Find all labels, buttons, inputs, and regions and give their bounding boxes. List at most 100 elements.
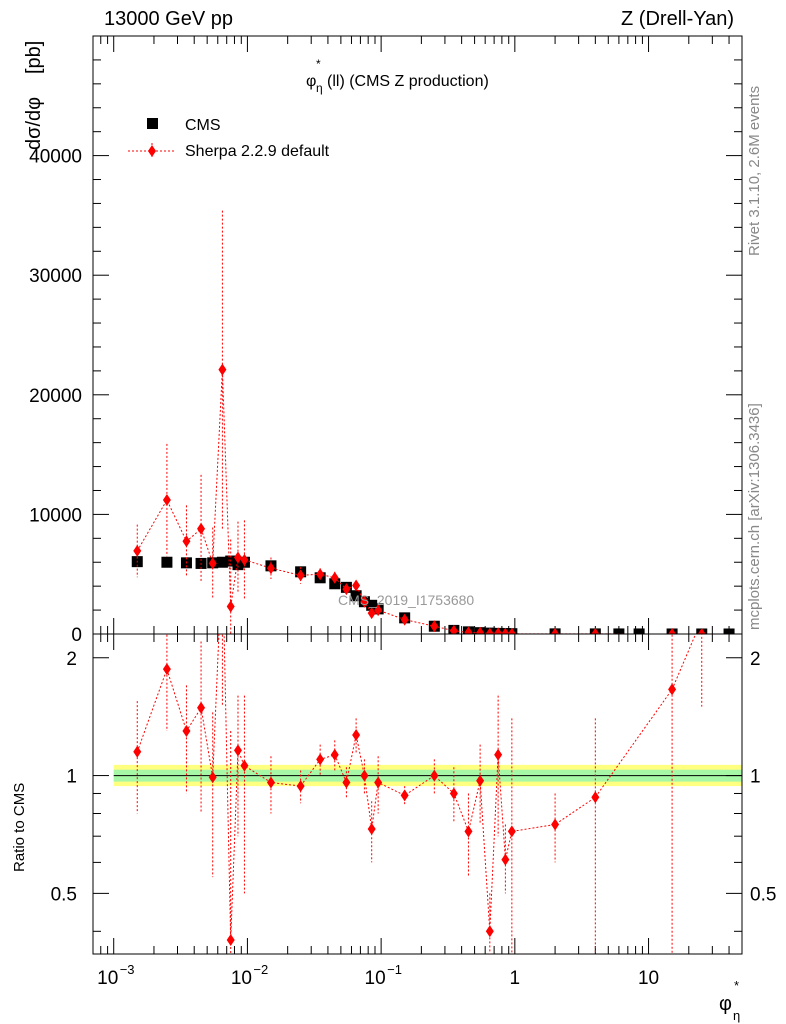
ratio-sherpa-point bbox=[133, 745, 142, 758]
sherpa-point bbox=[296, 569, 305, 582]
ratio-sherpa-point bbox=[494, 748, 503, 761]
sherpa-point bbox=[330, 571, 339, 584]
main-panel: 0 10000 20000 30000 40000 bbox=[29, 35, 743, 646]
sherpa-point bbox=[218, 363, 227, 376]
main-data bbox=[131, 210, 735, 634]
cms-point bbox=[350, 590, 362, 602]
ratio-sherpa-point bbox=[476, 774, 485, 787]
sherpa-point bbox=[367, 607, 376, 620]
legend-marker-sherpa bbox=[148, 145, 156, 157]
ratio-sherpa-point bbox=[591, 791, 600, 804]
ratio-sherpa-point bbox=[330, 748, 339, 761]
sherpa-point bbox=[182, 535, 191, 548]
title-symbol: φ bbox=[306, 73, 316, 90]
ratio-y-tick-label-right: 2 bbox=[750, 649, 761, 670]
ratio-sherpa-point bbox=[430, 769, 439, 782]
ratio-sherpa-point bbox=[197, 701, 206, 714]
sherpa-point bbox=[400, 613, 409, 626]
sherpa-point bbox=[360, 595, 369, 608]
x-tick-label: 10 bbox=[97, 968, 118, 989]
mcplots-label: mcplots.cern.ch [arXiv:1306.3436] bbox=[746, 403, 763, 630]
x-tick-label: 1 bbox=[510, 968, 521, 989]
ratio-sherpa-point bbox=[342, 776, 351, 789]
ratio-sherpa-point bbox=[316, 753, 325, 766]
legend: CMS Sherpa 2.2.9 default bbox=[128, 117, 330, 160]
ratio-y-tick-label-right: 0.5 bbox=[750, 884, 776, 905]
cms-point bbox=[216, 556, 228, 568]
header-left-label: 13000 GeV pp bbox=[104, 8, 233, 30]
cms-point bbox=[613, 628, 625, 634]
sherpa-point bbox=[352, 579, 361, 592]
ratio-sherpa-point bbox=[208, 771, 217, 784]
sherpa-point bbox=[240, 553, 249, 566]
main-title-text: (ll) (CMS Z production) bbox=[327, 73, 489, 90]
ratio-y-tick-label: 1 bbox=[66, 767, 77, 788]
legend-label-sherpa: Sherpa 2.2.9 default bbox=[185, 143, 330, 160]
x-tick-label-exponent: −1 bbox=[387, 962, 402, 977]
legend-label-cms: CMS bbox=[185, 117, 221, 134]
ratio-sherpa-point bbox=[266, 776, 275, 789]
main-y-tick-label: 0 bbox=[71, 625, 82, 646]
sherpa-point bbox=[133, 544, 142, 557]
sherpa-point bbox=[668, 627, 677, 634]
sherpa-point bbox=[485, 627, 494, 634]
title-symbol-subscript: η bbox=[316, 81, 323, 95]
sherpa-point bbox=[374, 604, 383, 617]
ratio-sherpa-point bbox=[449, 787, 458, 800]
sherpa-point bbox=[449, 624, 458, 634]
x-axis-label-subscript: η bbox=[733, 1008, 740, 1023]
main-y-tick-label: 20000 bbox=[29, 386, 82, 407]
ratio-sherpa-point bbox=[226, 934, 235, 947]
x-axis-label-symbol: φ bbox=[719, 993, 732, 1015]
ratio-sherpa-point bbox=[501, 853, 510, 866]
ratio-sherpa-point bbox=[162, 663, 171, 676]
ratio-sherpa-point bbox=[233, 744, 242, 757]
ratio-sherpa-point bbox=[551, 818, 560, 831]
sherpa-point bbox=[507, 627, 516, 634]
sherpa-point bbox=[197, 522, 206, 535]
x-tick-label: 10 bbox=[638, 968, 659, 989]
ratio-sherpa-line bbox=[136, 634, 697, 941]
main-y-tick-label: 10000 bbox=[29, 505, 82, 526]
ratio-y-axis-label: Ratio to CMS bbox=[11, 783, 28, 872]
sherpa-point bbox=[342, 583, 351, 596]
sherpa-point bbox=[162, 494, 171, 507]
sherpa-point bbox=[591, 627, 600, 634]
sherpa-point bbox=[697, 627, 706, 634]
ratio-data bbox=[133, 634, 703, 954]
main-y-tick-label: 30000 bbox=[29, 266, 82, 287]
cms-point bbox=[723, 628, 735, 634]
ratio-frame bbox=[92, 633, 743, 955]
sherpa-point bbox=[208, 557, 217, 570]
ratio-sherpa-point bbox=[367, 823, 376, 836]
x-axis-label-superscript: * bbox=[734, 978, 739, 993]
sherpa-point bbox=[494, 627, 503, 634]
sherpa-point bbox=[266, 562, 275, 575]
sherpa-point bbox=[316, 568, 325, 581]
cms-point bbox=[232, 559, 244, 571]
sherpa-point bbox=[476, 626, 485, 634]
ratio-sherpa-point bbox=[374, 776, 383, 789]
ratio-sherpa-point bbox=[485, 925, 494, 938]
ratio-sherpa-point bbox=[296, 780, 305, 793]
main-y-tick-label: 40000 bbox=[29, 147, 82, 168]
title-symbol-superscript: * bbox=[316, 57, 321, 71]
legend-marker-cms bbox=[147, 118, 158, 129]
ratio-sherpa-point bbox=[360, 769, 369, 782]
sherpa-point bbox=[501, 627, 510, 634]
sherpa-point bbox=[430, 620, 439, 633]
x-tick-label: 10 bbox=[365, 968, 386, 989]
sherpa-point bbox=[233, 551, 242, 564]
ratio-sherpa-point bbox=[352, 728, 361, 741]
x-tick-label-exponent: −2 bbox=[253, 962, 268, 977]
ratio-sherpa-point bbox=[507, 825, 516, 838]
analysis-id-label: CMS_2019_I1753680 bbox=[338, 592, 474, 608]
cms-point bbox=[633, 628, 645, 634]
main-y-axis-label: dσ/dφ [pb] bbox=[23, 41, 45, 150]
ratio-sherpa-point bbox=[240, 759, 249, 772]
ratio-sherpa-point bbox=[182, 724, 191, 737]
ratio-sherpa-point bbox=[668, 683, 677, 696]
header-right-label: Z (Drell-Yan) bbox=[621, 8, 734, 30]
x-tick-label: 10 bbox=[231, 968, 252, 989]
ratio-panel: 10 −3 10 −2 10 −1 1 100.5 0.51 12 2 bbox=[51, 633, 776, 989]
